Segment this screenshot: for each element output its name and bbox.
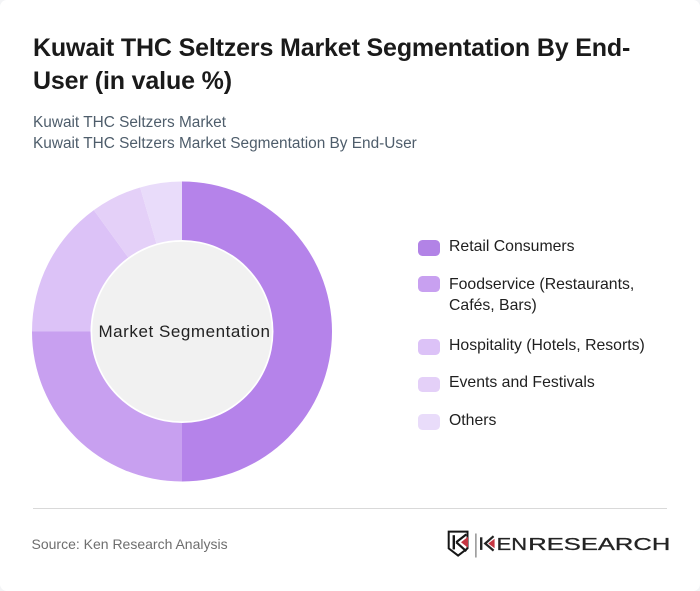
svg-text:RESEARCH: RESEARCH <box>528 534 670 554</box>
svg-text:EN: EN <box>497 534 527 554</box>
